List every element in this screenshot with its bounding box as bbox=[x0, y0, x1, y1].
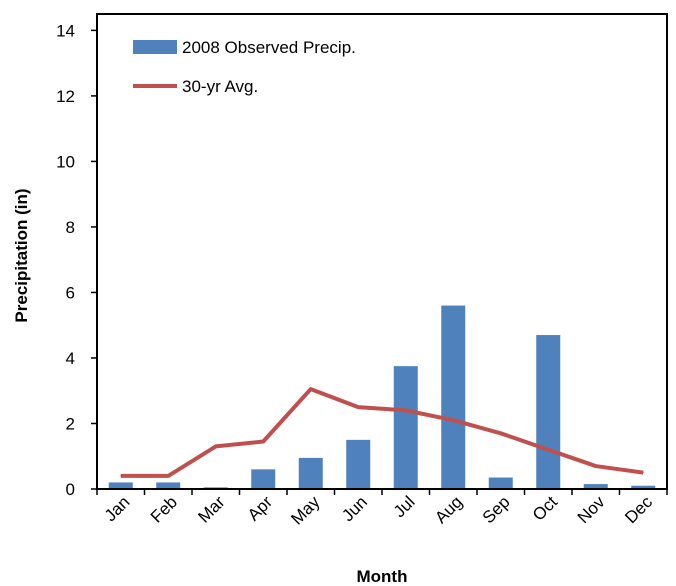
average-point-aug bbox=[452, 419, 454, 421]
x-tick-label: Feb bbox=[147, 492, 181, 526]
average-point-oct bbox=[547, 449, 549, 451]
bar-oct bbox=[536, 335, 561, 489]
average-point-jun bbox=[357, 406, 359, 408]
x-tick-label: Jun bbox=[338, 492, 371, 525]
x-tick-label: Dec bbox=[621, 492, 656, 527]
bar-sep bbox=[488, 477, 513, 489]
bar-series-observed bbox=[108, 305, 656, 489]
bar-jul bbox=[393, 366, 418, 489]
bar-apr bbox=[251, 469, 276, 489]
x-tick-label: Sep bbox=[479, 492, 514, 527]
average-point-sep bbox=[500, 432, 502, 434]
x-tick-label: Aug bbox=[431, 492, 466, 527]
bar-jun bbox=[346, 439, 371, 489]
x-tick-label: Jan bbox=[101, 492, 134, 525]
average-point-may bbox=[310, 388, 312, 390]
x-axis-ticks: Jan Feb Mar Apr May Jun Jul Aug Sep Oct Nov Dec bbox=[96, 489, 668, 529]
y-tick-label: 6 bbox=[66, 283, 75, 302]
average-point-dec bbox=[642, 472, 644, 474]
x-tick-label: May bbox=[287, 492, 323, 528]
line-series-average bbox=[120, 387, 644, 478]
bar-nov bbox=[583, 484, 608, 489]
x-axis-title: Month bbox=[357, 567, 408, 586]
bar-may bbox=[298, 457, 323, 489]
average-line bbox=[120, 387, 644, 478]
x-tick-label: Oct bbox=[529, 492, 561, 524]
average-point-nov bbox=[595, 465, 597, 467]
average-point-feb bbox=[167, 475, 169, 477]
y-tick-label: 10 bbox=[56, 152, 75, 171]
x-tick-label: Apr bbox=[244, 492, 276, 524]
bar-aug bbox=[441, 305, 466, 489]
y-tick-label: 4 bbox=[66, 349, 75, 368]
average-point-apr bbox=[262, 441, 264, 442]
legend-label-observed: 2008 Observed Precip. bbox=[182, 38, 356, 57]
legend: 2008 Observed Precip. 30-yr Avg. bbox=[133, 38, 356, 96]
plot-frame bbox=[96, 13, 668, 490]
legend-label-average: 30-yr Avg. bbox=[182, 77, 258, 96]
bar-feb bbox=[156, 482, 181, 489]
legend-swatch-observed bbox=[133, 40, 177, 54]
y-axis-ticks: 0 2 4 6 8 10 12 14 bbox=[56, 21, 97, 499]
average-point-jul bbox=[405, 409, 407, 411]
x-tick-label: Mar bbox=[194, 492, 228, 526]
average-point-mar bbox=[215, 445, 217, 447]
x-tick-label: Nov bbox=[574, 492, 609, 527]
y-tick-label: 12 bbox=[56, 87, 75, 106]
x-tick-label: Jul bbox=[390, 492, 419, 521]
y-tick-label: 14 bbox=[56, 21, 75, 40]
average-point-jan bbox=[120, 475, 122, 477]
y-tick-label: 2 bbox=[66, 414, 75, 433]
bar-dec bbox=[631, 485, 656, 489]
y-tick-label: 0 bbox=[66, 480, 75, 499]
y-axis-title: Precipitation (in) bbox=[12, 188, 31, 322]
y-tick-label: 8 bbox=[66, 218, 75, 237]
bar-jan bbox=[108, 482, 133, 489]
